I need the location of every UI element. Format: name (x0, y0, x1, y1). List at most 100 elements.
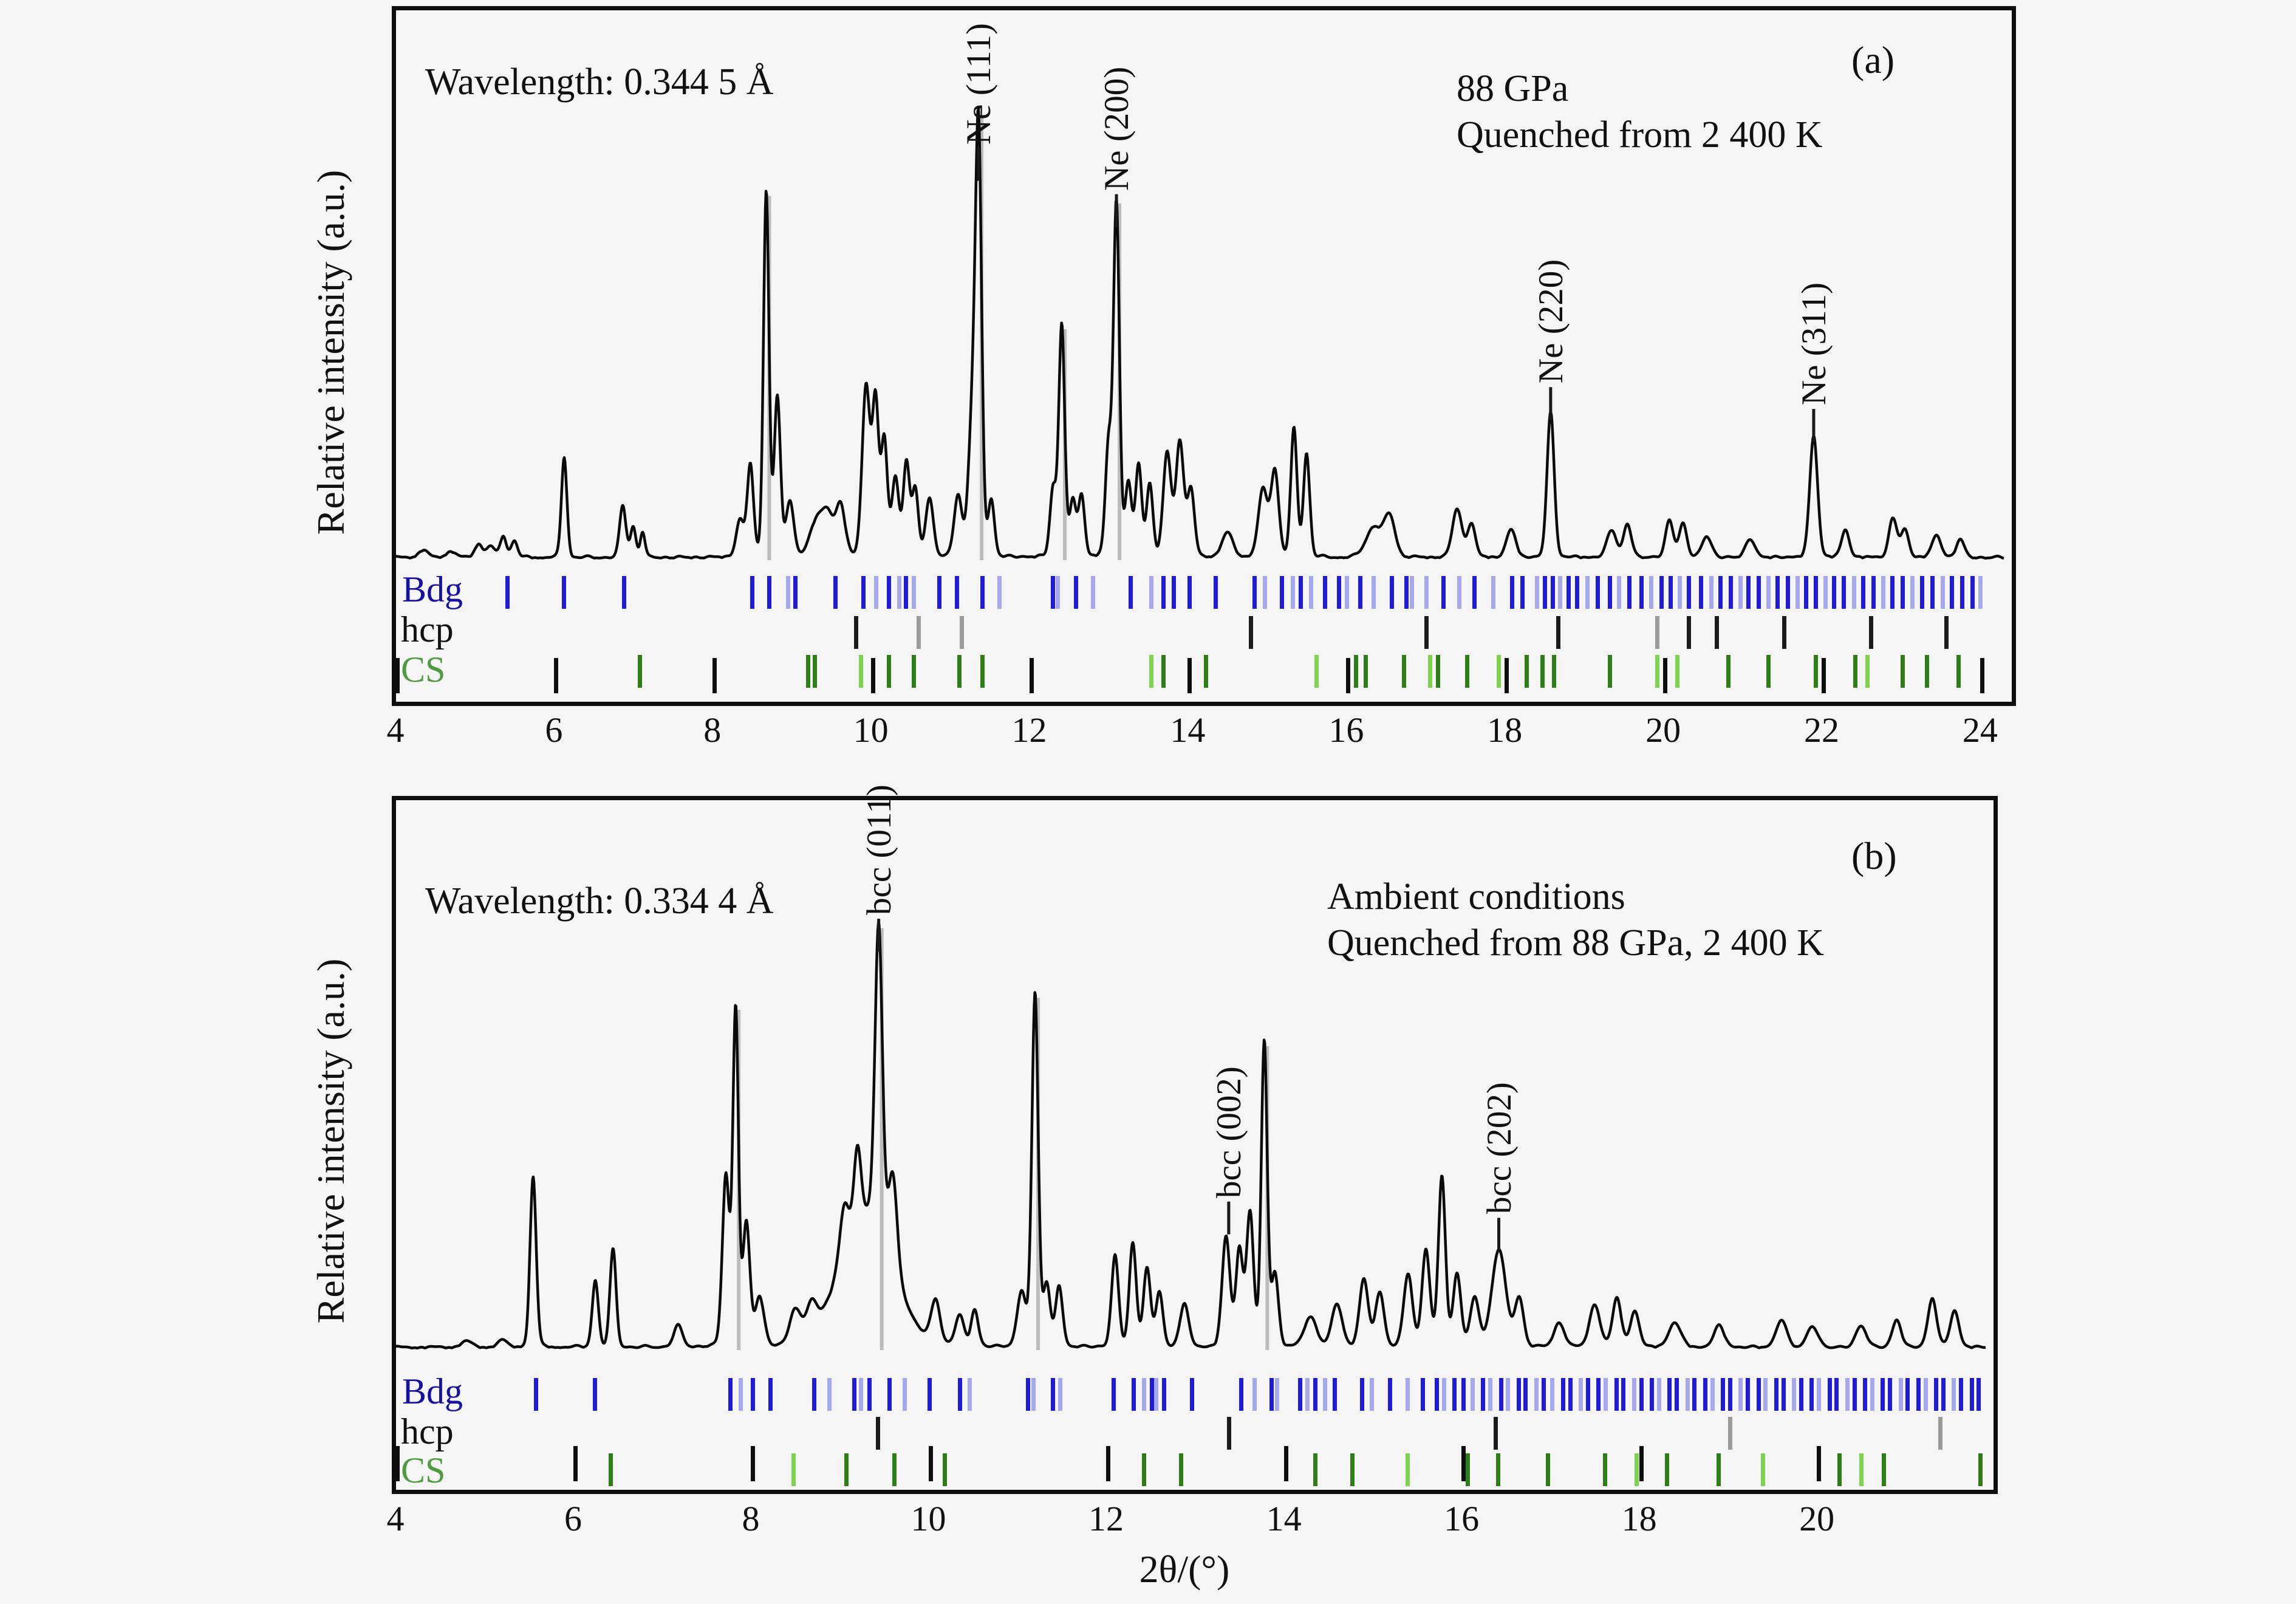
panel-b-x-axis-tick (751, 1446, 756, 1481)
panel-a-x-axis-tick (870, 658, 875, 693)
panel-b-bdg-tick (1360, 1378, 1365, 1411)
panel-b-bdg-tick (1703, 1378, 1707, 1411)
panel-b-x-axis-tick (1106, 1446, 1111, 1481)
panel-b-frame (392, 796, 1998, 1494)
panel-b-wavelength-label: Wavelength: 0.334 4 Å (425, 880, 774, 922)
panel-a-bdg-tick (1649, 576, 1653, 609)
panel-a-bdg-tick (1709, 576, 1713, 609)
panel-a-corner-label: (a) (1851, 38, 1895, 81)
panel-b-bdg-tick (1026, 1378, 1031, 1411)
panel-a-bdg-tick (1851, 576, 1856, 609)
panel-b-bdg-tick (1631, 1378, 1636, 1411)
panel-a-phase-label-hcp: hcp (401, 609, 454, 649)
panel-b-cs-tick (1178, 1453, 1183, 1486)
panel-b-cs-tick (791, 1453, 796, 1486)
panel-b-bdg-tick (1550, 1378, 1555, 1411)
panel-b-bdg-tick (1313, 1378, 1317, 1411)
panel-b-bdg-tick (1274, 1378, 1279, 1411)
panel-b-bdg-tick (1756, 1378, 1761, 1411)
panel-a-bdg-tick (1919, 576, 1924, 609)
panel-b-bdg-tick (967, 1378, 972, 1411)
panel-b-x-tick-label: 16 (1444, 1499, 1480, 1538)
panel-b-bdg-tick (1370, 1378, 1375, 1411)
panel-b-hcp-tick (1727, 1417, 1732, 1450)
panel-a-cs-tick (859, 655, 864, 688)
panel-b-quench-label: Quenched from 88 GPa, 2 400 K (1327, 922, 1824, 964)
panel-b-bdg-tick (1132, 1378, 1136, 1411)
panel-a-bdg-tick (1263, 576, 1268, 609)
panel-b-cs-tick (1665, 1453, 1669, 1486)
panel-a-bdg-tick (1187, 576, 1192, 609)
panel-b-bdg-tick (852, 1378, 856, 1411)
panel-a-phase-label-bdg: Bdg (402, 569, 463, 609)
panel-a-cs-tick (1497, 655, 1502, 688)
panel-b-bdg-tick (1387, 1378, 1392, 1411)
panel-b-bdg-tick (1269, 1378, 1274, 1411)
panel-a-bdg-tick (1639, 576, 1644, 609)
panel-b-bdg-tick (1727, 1378, 1732, 1411)
panel-b-cs-tick (1546, 1453, 1551, 1486)
panel-b-bdg-tick (1941, 1378, 1946, 1411)
panel-a-cs-tick (1149, 655, 1153, 688)
panel-b-bdg-tick (1916, 1378, 1921, 1411)
panel-a-cs-tick (1161, 655, 1166, 688)
panel-b-x-axis-tick (1283, 1446, 1288, 1481)
panel-b-bdg-tick (1817, 1378, 1822, 1411)
panel-b-x-tick-label: 10 (911, 1499, 946, 1538)
panel-a-hcp-tick (917, 616, 921, 649)
panel-b-phase-label-cs: CS (401, 1450, 446, 1490)
panel-a-cs-tick (805, 655, 810, 688)
panel-a-hcp-tick (1944, 616, 1949, 649)
panel-b-bdg-tick (1870, 1378, 1874, 1411)
panel-b-bdg-tick (1452, 1378, 1457, 1411)
panel-b-bdg-tick (1252, 1378, 1257, 1411)
panel-a-bdg-tick (1358, 576, 1362, 609)
panel-a-hcp-tick (959, 616, 964, 649)
panel-b-cs-tick (609, 1453, 613, 1486)
panel-a-bdg-tick (980, 576, 985, 609)
panel-a-hcp-tick (854, 616, 859, 649)
panel-a-bdg-tick (1775, 576, 1780, 609)
panel-a-bdg-tick (1409, 576, 1414, 609)
panel-b-bdg-tick (1604, 1378, 1608, 1411)
panel-b-x-tick-label: 4 (386, 1499, 405, 1538)
panel-a-cs-tick (1766, 655, 1771, 688)
panel-a-cs-tick (1655, 655, 1660, 688)
panel-b-bdg-tick (903, 1378, 907, 1411)
panel-b-bdg-tick (1934, 1378, 1939, 1411)
panel-b-curve (394, 919, 1987, 1350)
panel-b-bdg-tick (1809, 1378, 1814, 1411)
panel-b-bdg-tick (1516, 1378, 1521, 1411)
panel-b-bdg-tick (867, 1378, 872, 1411)
panel-b-bdg-tick (1596, 1378, 1601, 1411)
panel-b-bdg-tick (1568, 1378, 1573, 1411)
panel-a-x-tick-label: 6 (545, 710, 563, 750)
panel-b-y-axis-label: Relative intensity (a.u.) (309, 958, 352, 1324)
panel-a-cs-tick (1552, 655, 1557, 688)
panel-a-bdg-tick (1738, 576, 1743, 609)
panel-b-bdg-tick (1834, 1378, 1839, 1411)
panel-a-bdg-tick (1831, 576, 1836, 609)
panel-a-hcp-tick (1869, 616, 1874, 649)
panel-b-cs-tick (1716, 1453, 1721, 1486)
panel-a-bdg-tick (1050, 576, 1055, 609)
panel-a-cs-tick (1435, 655, 1440, 688)
panel-a-cs-tick (1524, 655, 1529, 688)
panel-a-x-tick-label: 12 (1011, 710, 1047, 750)
panel-b-bdg-tick (1154, 1378, 1159, 1411)
panel-b-bdg-tick (1923, 1378, 1928, 1411)
panel-b-bdg-tick (1141, 1378, 1146, 1411)
panel-b-cs-tick (1350, 1453, 1355, 1486)
panel-a-hcp-tick (1714, 616, 1719, 649)
panel-a-bdg-tick (886, 576, 891, 609)
panel-b-bdg-tick (887, 1378, 892, 1411)
panel-a-x-axis-tick (395, 658, 400, 693)
panel-a-cs-tick (1813, 655, 1818, 688)
panel-a-hcp-tick (1655, 616, 1660, 649)
panel-a-bdg-tick (954, 576, 959, 609)
panel-a-bdg-tick (1510, 576, 1515, 609)
panel-b-x-axis-tick (1639, 1446, 1644, 1481)
panel-b-bdg-tick (1781, 1378, 1786, 1411)
panel-a-bdg-tick (1344, 576, 1349, 609)
